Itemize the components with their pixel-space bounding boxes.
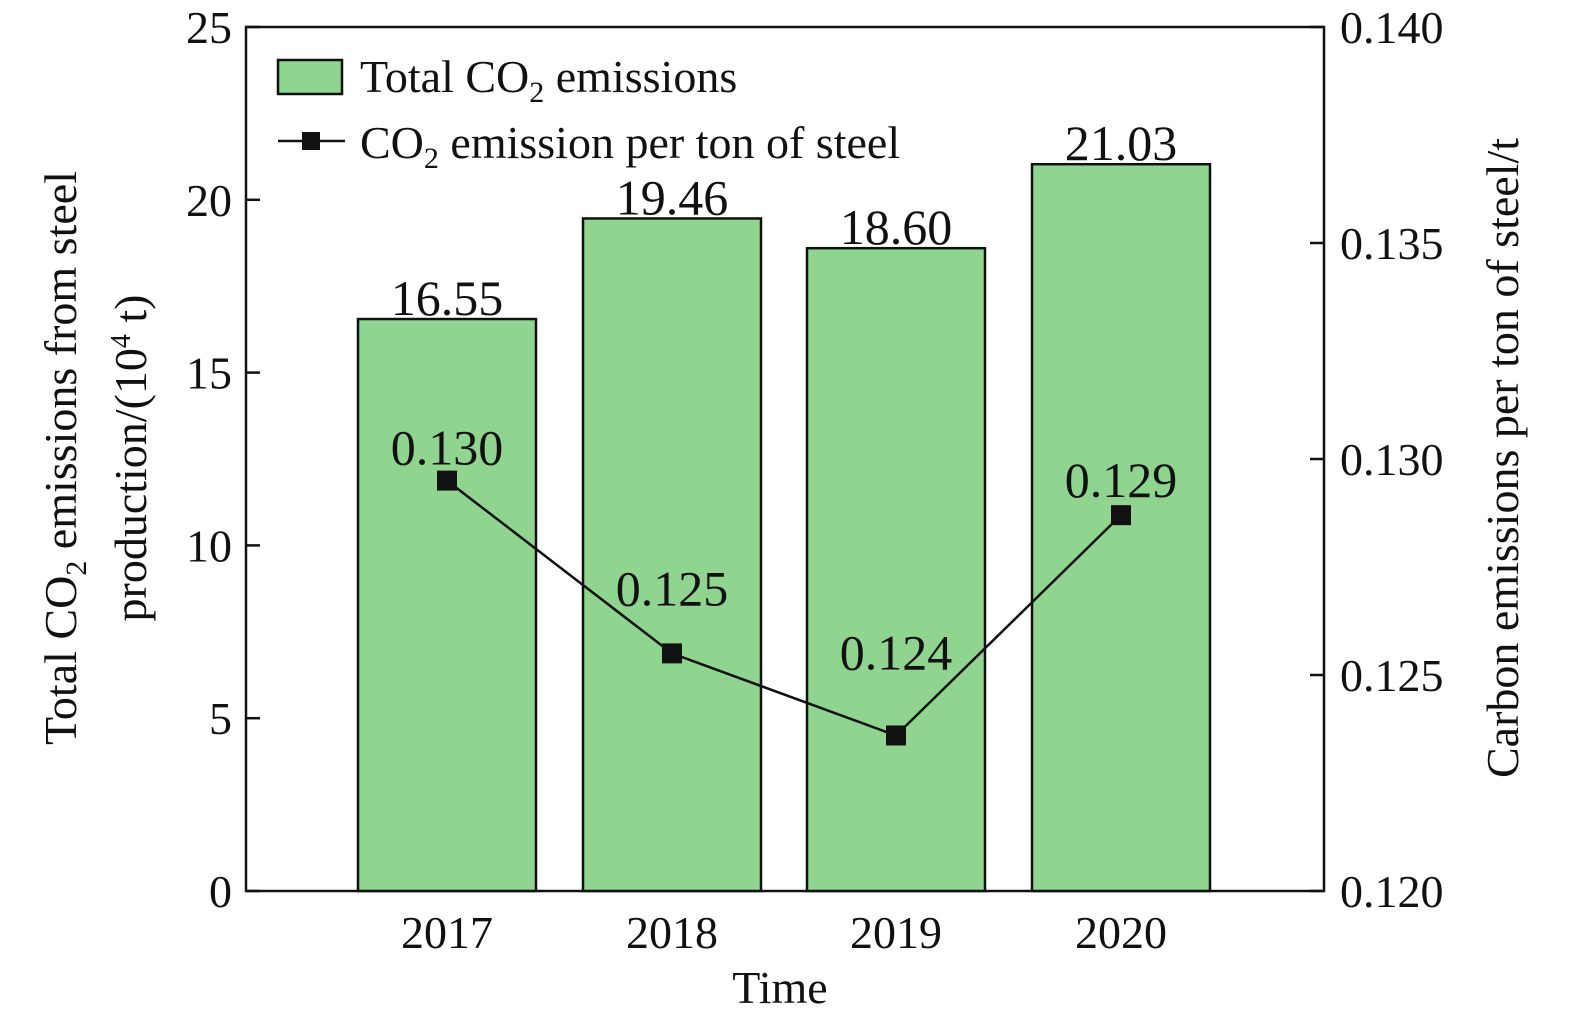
line-value-label: 0.130 (391, 420, 504, 476)
bar-value-label: 16.55 (391, 270, 504, 326)
line-path (446, 479, 1122, 737)
line-marker (886, 725, 906, 746)
legend-label-per-ton: CO2 emission per ton of steel (360, 117, 900, 175)
bar (581, 217, 763, 893)
right-axis: 0.120 0.125 0.130 0.135 0.140 (1310, 2, 1444, 917)
right-tick-label: 0.130 (1340, 434, 1444, 485)
bar-series: 16.55 19.46 18.60 21.03 (356, 115, 1212, 893)
left-tick-label: 0 (209, 866, 232, 917)
bar (1030, 162, 1212, 893)
line-value-label: 0.129 (1065, 452, 1178, 508)
left-tick-label: 20 (186, 175, 232, 226)
bar-value-label: 18.60 (840, 199, 953, 255)
left-tick-label: 5 (209, 693, 232, 744)
x-tick-label: 2019 (850, 907, 942, 958)
left-axis: 0 5 10 15 20 25 (186, 2, 260, 917)
x-tick-label: 2020 (1075, 907, 1167, 958)
bar (805, 246, 987, 893)
right-tick-label: 0.140 (1340, 2, 1444, 53)
legend-label-total: Total CO2 emissions (360, 51, 737, 109)
bar-value-label: 21.03 (1065, 115, 1178, 171)
svg-text:Total CO2 emissions from steel: Total CO2 emissions from steel (35, 171, 93, 745)
line-marker (1111, 505, 1131, 526)
bar-value-label: 19.46 (616, 169, 729, 225)
x-axis: 2017 2018 2019 2020 (401, 907, 1167, 958)
left-tick-label: 10 (186, 520, 232, 571)
bar (356, 317, 538, 893)
line-marker (437, 470, 457, 491)
line-value-label: 0.124 (840, 624, 953, 680)
line-series: 0.130 0.125 0.124 0.129 (391, 420, 1178, 746)
left-tick-label: 25 (186, 2, 232, 53)
x-tick-label: 2018 (626, 907, 718, 958)
left-axis-title: Total CO2 emissions from steel productio… (35, 171, 156, 745)
left-tick-label: 15 (186, 348, 232, 399)
legend: Total CO2 emissions CO2 emission per ton… (276, 51, 900, 175)
right-axis-title: Carbon emissions per ton of steel/t (1477, 138, 1528, 778)
x-axis-title: Time (732, 962, 827, 1013)
line-value-label: 0.125 (616, 560, 729, 616)
x-tick-label: 2017 (401, 907, 493, 958)
legend-bar-swatch (276, 58, 344, 96)
right-tick-label: 0.120 (1340, 866, 1444, 917)
line-marker (662, 643, 682, 664)
right-tick-label: 0.125 (1340, 650, 1444, 701)
svg-text:production/(104 t): production/(104 t) (105, 294, 156, 621)
legend-marker-swatch (302, 132, 320, 150)
right-tick-label: 0.135 (1340, 218, 1444, 269)
